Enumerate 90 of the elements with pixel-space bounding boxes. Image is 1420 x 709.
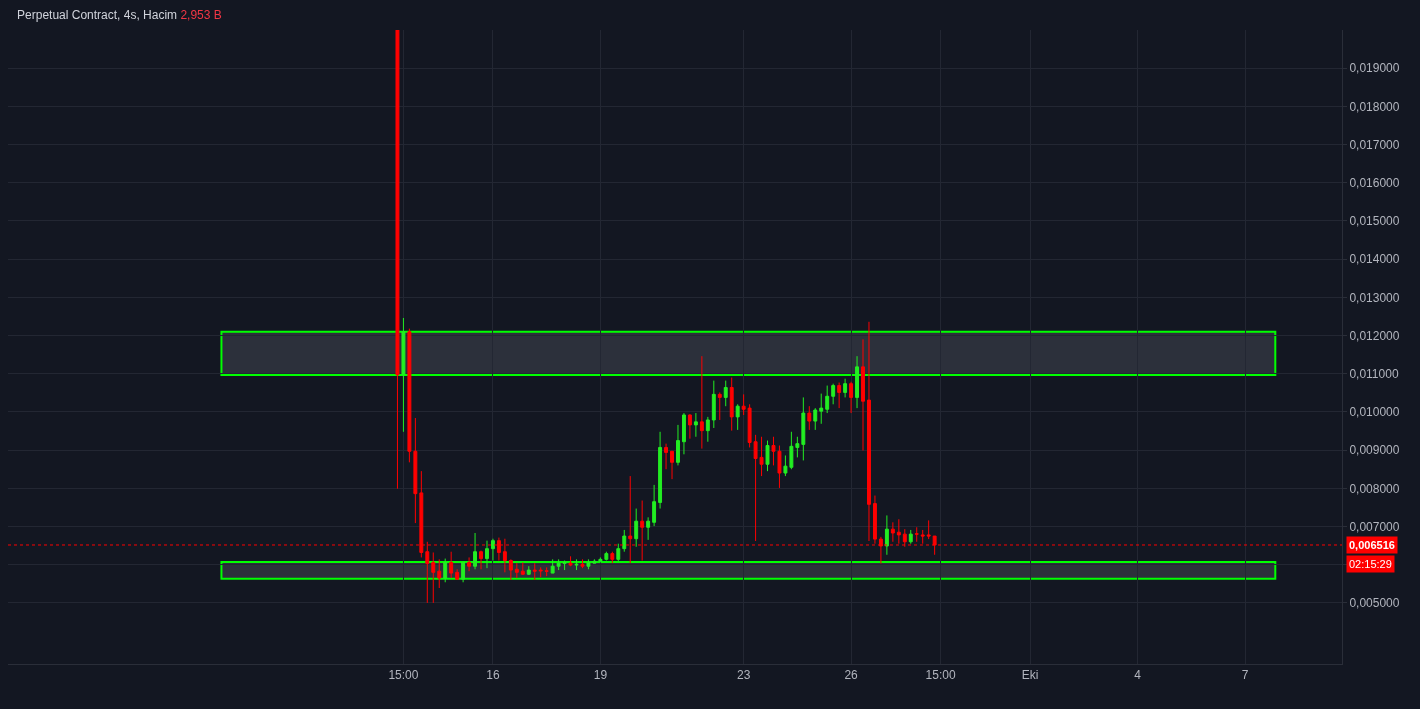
candlestick xyxy=(431,551,436,604)
candlestick xyxy=(723,380,728,407)
y-tick-label: 0,019000 xyxy=(1349,61,1400,76)
candlestick xyxy=(735,403,740,431)
candlestick xyxy=(455,568,460,580)
candlestick xyxy=(580,558,585,569)
candlestick xyxy=(479,550,483,570)
candlestick xyxy=(825,385,830,414)
y-tick-label: 0,008000 xyxy=(1349,481,1400,496)
candlestick xyxy=(693,412,698,438)
ref-line-label: 0,006516 xyxy=(1349,539,1395,551)
x-tick-label: 26 xyxy=(844,668,859,683)
candlestick xyxy=(705,416,710,443)
y-tick-label: 0,013000 xyxy=(1349,290,1400,305)
y-tick-label: 0,014000 xyxy=(1349,252,1400,267)
y-tick-label: 0,012000 xyxy=(1349,328,1400,343)
x-tick-label: 23 xyxy=(736,668,751,683)
chart-subtitle: 2,953 B xyxy=(180,8,222,23)
candlestick xyxy=(837,382,842,409)
candlestick xyxy=(395,30,400,490)
candlestick xyxy=(443,558,448,583)
candlestick xyxy=(652,484,657,527)
candlestick xyxy=(526,565,531,576)
x-tick-label: 16 xyxy=(486,668,500,683)
y-tick-label: 0,011000 xyxy=(1349,366,1399,381)
candlestick xyxy=(867,321,871,542)
candlestick xyxy=(676,424,680,466)
candlestick xyxy=(861,338,865,451)
candlestick xyxy=(765,440,770,472)
candlestick xyxy=(741,393,746,416)
x-tick-label: 19 xyxy=(593,668,608,683)
candlestick xyxy=(467,556,472,572)
x-tick-label: Eki xyxy=(1021,668,1039,683)
candlestick xyxy=(490,538,495,561)
candlestick xyxy=(908,529,913,545)
chart-title: Perpetual Contract, 4s, Hacim xyxy=(17,8,178,23)
candlestick xyxy=(729,377,734,432)
x-tick-label: 7 xyxy=(1241,668,1249,683)
candlestick xyxy=(485,540,489,569)
candlestick xyxy=(634,508,639,548)
candlestick xyxy=(514,562,519,579)
candlestick xyxy=(664,443,669,470)
candlestick xyxy=(616,543,621,562)
candlestick xyxy=(831,383,836,405)
y-tick-label: 0,017000 xyxy=(1349,137,1400,152)
x-tick-label: 15:00 xyxy=(388,668,419,683)
candlestick xyxy=(914,526,919,543)
candlestick xyxy=(568,555,573,567)
y-tick-label: 0,015000 xyxy=(1349,214,1400,229)
candlestick xyxy=(849,381,854,414)
candlestick xyxy=(574,558,579,571)
candlestick xyxy=(884,514,889,556)
candlestick xyxy=(681,412,686,455)
candlestick xyxy=(801,396,806,461)
candlestick xyxy=(473,532,478,570)
candlestick xyxy=(520,561,525,576)
x-tick-label: 4 xyxy=(1134,668,1142,683)
candlestick xyxy=(813,407,818,431)
candlestick xyxy=(646,516,651,541)
candlestick xyxy=(544,566,549,577)
candlestick xyxy=(401,317,406,433)
candlestick xyxy=(843,378,848,398)
candlestick xyxy=(687,413,692,440)
candlestick xyxy=(890,521,895,543)
candlestick xyxy=(807,405,812,431)
candlestick xyxy=(658,431,663,510)
x-tick-label: 15:00 xyxy=(925,668,956,683)
candlestick xyxy=(610,551,615,564)
candlestick xyxy=(717,391,722,421)
candlestick xyxy=(622,529,627,553)
candlestick xyxy=(449,551,454,579)
y-tick-label: 0,005000 xyxy=(1349,596,1400,611)
candlestick xyxy=(538,566,543,578)
candlestick xyxy=(437,558,442,589)
candlestick xyxy=(819,393,824,425)
candlestick xyxy=(711,380,716,429)
candlestick xyxy=(532,562,537,581)
y-tick-label: 0,016000 xyxy=(1349,175,1400,190)
candlestick xyxy=(550,558,555,574)
candlestick xyxy=(855,355,860,409)
y-tick-label: 0,018000 xyxy=(1349,99,1400,114)
y-tick-label: 0,007000 xyxy=(1349,519,1400,534)
candlestick xyxy=(699,355,704,450)
candlestick xyxy=(461,561,466,583)
candlestick xyxy=(670,450,674,480)
y-tick-label: 0,010000 xyxy=(1349,405,1400,420)
candlestick xyxy=(926,519,931,540)
candlestick xyxy=(508,558,513,581)
text: 02:15:29 xyxy=(1349,558,1392,570)
y-tick-label: 0,009000 xyxy=(1349,443,1400,458)
